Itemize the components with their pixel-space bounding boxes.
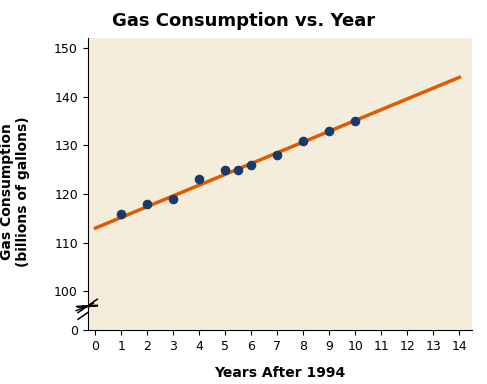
- Point: [144, 201, 151, 207]
- Text: Gas Consumption vs. Year: Gas Consumption vs. Year: [112, 12, 375, 30]
- Text: Gas Consumption
(billions of gallons): Gas Consumption (billions of gallons): [0, 117, 30, 267]
- Point: [117, 210, 125, 217]
- Point: [196, 176, 204, 182]
- Point: [169, 196, 177, 202]
- Text: Years After 1994: Years After 1994: [214, 366, 346, 380]
- Point: [247, 162, 255, 168]
- Point: [325, 128, 333, 134]
- Point: [300, 137, 307, 144]
- Point: [352, 118, 359, 124]
- Point: [235, 167, 243, 173]
- Point: [222, 167, 229, 173]
- Point: [274, 152, 281, 158]
